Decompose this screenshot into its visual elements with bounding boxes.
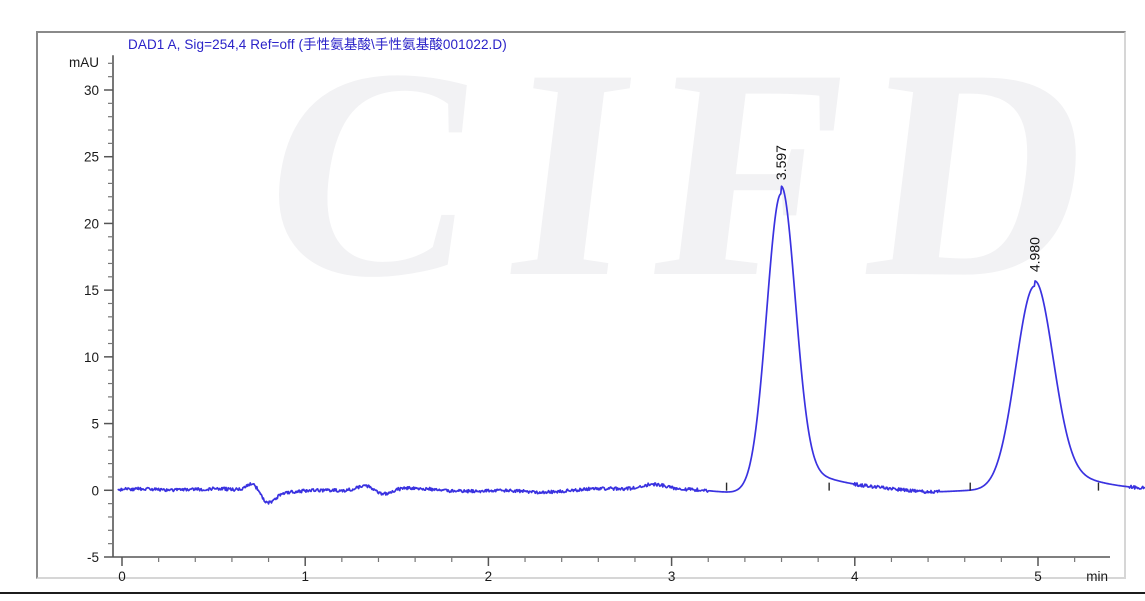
peak-retention-time-label: 3.597 — [773, 145, 789, 180]
x-axis — [113, 556, 1110, 566]
y-tick-label: 0 — [91, 483, 99, 498]
y-tick-label: 25 — [84, 150, 99, 165]
x-tick-label: 0 — [118, 569, 126, 584]
y-axis-unit-label: mAU — [69, 55, 99, 70]
y-tick-label: -5 — [87, 550, 99, 565]
y-tick-label: 20 — [84, 216, 99, 231]
y-tick-label: 15 — [84, 283, 99, 298]
integration-marks — [725, 482, 1100, 491]
signal-trace — [117, 185, 1145, 505]
signal-trace-path — [117, 185, 1145, 505]
x-axis-unit-label: min — [1086, 569, 1108, 584]
x-tick-label: 4 — [851, 569, 859, 584]
axis-tick-labels: 30 25 20 15 10 5 0 -5 mAU 0 1 2 3 4 5 min — [69, 55, 1108, 584]
chart-title: DAD1 A, Sig=254,4 Ref=off (手性氨基酸\手性氨基酸00… — [128, 37, 507, 52]
x-tick-label: 1 — [301, 569, 309, 584]
page-bottom-rule — [0, 592, 1145, 594]
y-tick-label: 30 — [84, 83, 99, 98]
peak-retention-time-label: 4.980 — [1026, 237, 1042, 272]
y-tick-label: 10 — [84, 350, 99, 365]
y-tick-label: 5 — [91, 417, 99, 432]
x-tick-label: 2 — [485, 569, 493, 584]
peak-labels: 3.597 4.980 — [773, 145, 1042, 272]
y-axis — [104, 55, 114, 558]
x-tick-label: 3 — [668, 569, 676, 584]
x-tick-label: 5 — [1034, 569, 1042, 584]
